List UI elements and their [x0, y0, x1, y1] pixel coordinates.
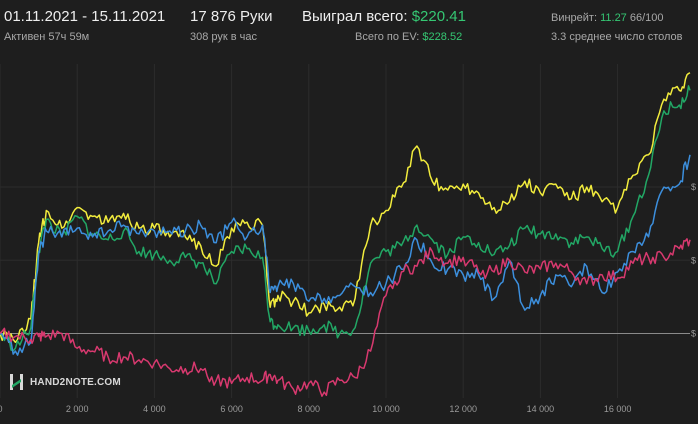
winrate-suffix: 66/100 [629, 12, 664, 24]
chart-grid [0, 64, 690, 398]
hands-count: 17 876 Руки [190, 8, 273, 25]
h2n-logo-icon [10, 374, 23, 390]
ev-total-label: Всего по EV: [355, 31, 420, 43]
total-won-value: $220.41 [411, 8, 466, 25]
x-tick-label: 10 000 [372, 404, 400, 414]
series-line-showdown [0, 154, 691, 356]
active-time: Активен 57ч 59м [4, 31, 90, 43]
series-line-total [0, 72, 691, 344]
x-tick-label: 2 000 [66, 404, 89, 414]
series-line-non_showdown [0, 238, 691, 397]
x-tick-label: 14 000 [527, 404, 555, 414]
x-tick-label: 16 000 [604, 404, 632, 414]
total-won-label: Выиграл всего: [302, 8, 408, 25]
winrate-label: Винрейт: [551, 12, 598, 24]
total-won: Выиграл всего: $220.41 [302, 8, 466, 25]
winrate: Винрейт: 11.27 66/100 [551, 12, 664, 24]
y-tick-label: $ [691, 329, 696, 339]
y-tick-label: $ [691, 255, 696, 265]
winrate-value: 11.27 [600, 12, 627, 24]
x-axis-ticks: 0 2 000 4 000 6 000 8 000 10 000 12 000 14 000 1… [0, 404, 631, 414]
x-tick-label: 0 [0, 404, 3, 414]
ev-total-value: $228.52 [422, 31, 463, 43]
series-line-ev [0, 85, 691, 352]
x-tick-label: 8 000 [298, 404, 321, 414]
x-tick-label: 12 000 [449, 404, 477, 414]
y-tick-label: $ [691, 182, 696, 192]
logo-text: HAND2NOTE.COM [30, 377, 121, 388]
avg-tables: 3.3 среднее число столов [551, 31, 683, 43]
y-axis-ticks: $ $ $ [691, 182, 696, 338]
hands-per-hour: 308 рук в час [190, 31, 258, 43]
ev-total: Всего по EV: $228.52 [355, 31, 462, 43]
stats-header: 01.11.2021 - 15.11.2021 Активен 57ч 59м … [0, 0, 698, 52]
x-tick-label: 4 000 [143, 404, 166, 414]
series-lines [0, 72, 691, 397]
x-tick-label: 6 000 [220, 404, 243, 414]
date-range[interactable]: 01.11.2021 - 15.11.2021 [4, 8, 166, 25]
